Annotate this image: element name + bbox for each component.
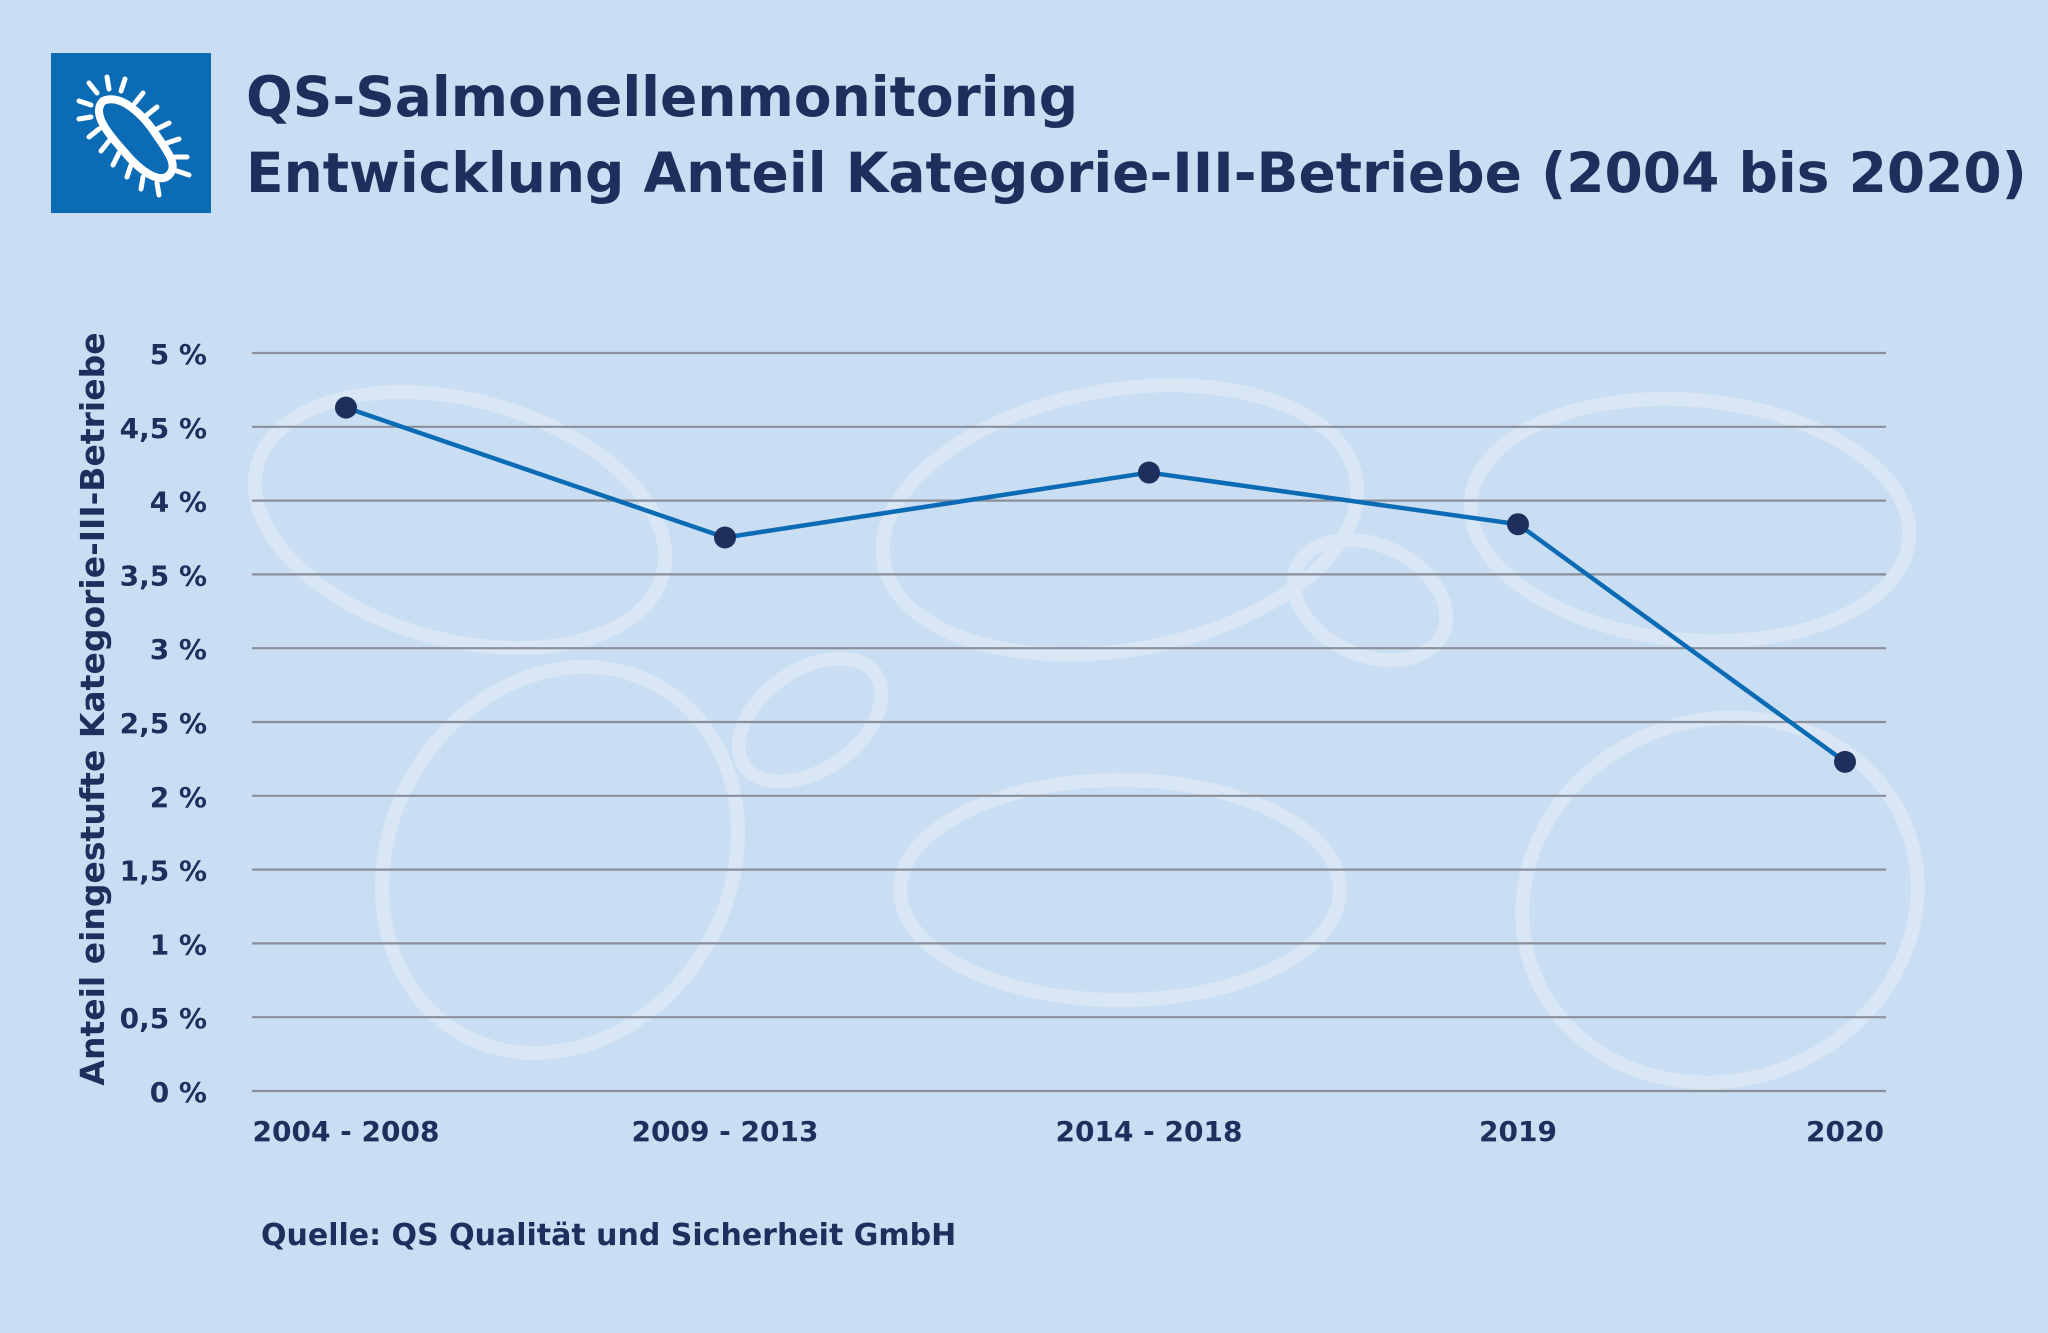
chart-title-line-1: QS-Salmonellenmonitoring <box>246 65 1079 129</box>
data-point <box>1138 461 1160 484</box>
x-tick-label: 2009 - 2013 <box>632 1115 819 1148</box>
data-point <box>1834 750 1856 773</box>
y-tick-label: 3,5 % <box>120 559 207 592</box>
y-tick-label: 5 % <box>150 338 207 371</box>
y-axis-ticks: 0 % 0,5 % 1 % 1,5 % 2 % 2,5 % 3 % 3,5 % 4 % 4,5 %… <box>120 338 207 1109</box>
data-point <box>714 526 736 549</box>
salmonella-logo-graphic <box>76 74 192 198</box>
y-tick-label: 4,5 % <box>120 412 207 445</box>
x-tick-label: 2004 - 2008 <box>253 1115 440 1148</box>
series-line <box>345 405 1847 764</box>
y-tick-label: 2 % <box>150 781 207 814</box>
x-tick-label: 2019 <box>1479 1115 1557 1148</box>
chart-title-line-2: Entwicklung Anteil Kategorie-III-Betrieb… <box>246 141 2027 205</box>
x-tick-label: 2014 - 2018 <box>1056 1115 1243 1148</box>
salmonella-bacterium-icon <box>51 53 211 213</box>
y-tick-label: 0,5 % <box>120 1002 207 1035</box>
x-axis-ticks: 2004 - 2008 2009 - 2013 2014 - 2018 2019 202… <box>253 1115 1884 1148</box>
y-tick-label: 0 % <box>150 1076 207 1109</box>
data-point <box>335 396 357 419</box>
source-note: Quelle: QS Qualität und Sicherheit GmbH <box>261 1218 957 1253</box>
gridlines <box>252 351 1886 1093</box>
y-axis-label: Anteil eingestufte Kategorie-III-Betrieb… <box>73 332 112 1085</box>
y-tick-label: 1,5 % <box>120 855 207 888</box>
y-tick-label: 4 % <box>150 486 207 519</box>
watermark-bacteria-icon <box>247 378 1925 1090</box>
y-tick-label: 3 % <box>150 633 207 666</box>
y-tick-label: 2,5 % <box>120 707 207 740</box>
y-tick-label: 1 % <box>150 928 207 961</box>
data-point <box>1507 513 1529 536</box>
x-tick-label: 2020 <box>1806 1115 1884 1148</box>
series-line-group <box>335 396 1856 773</box>
